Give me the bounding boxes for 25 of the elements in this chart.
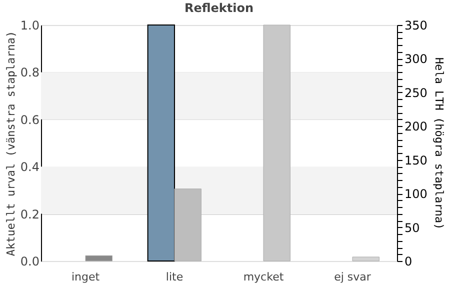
x-tick-label: lite	[166, 270, 184, 284]
y-tick-label: 1.0	[20, 18, 40, 32]
y2-tick-label: 300	[404, 52, 428, 66]
y2-tick-label: 250	[404, 86, 428, 100]
y2-tick-label: 100	[404, 187, 428, 202]
y-axis-title: Aktuellt urval (vänstra staplarna)	[4, 30, 18, 256]
y-tick-label: 0.8	[20, 66, 40, 80]
y2-axis-title: Hela LTH (högra staplarna)	[432, 57, 446, 230]
y2-tick-label: 150	[404, 153, 428, 168]
bar	[352, 256, 380, 262]
y-tick-label: 0.4	[20, 160, 40, 174]
chart-title: Reflektion	[184, 1, 254, 15]
x-tick-label: ej svar	[334, 270, 372, 284]
bar	[85, 255, 112, 262]
x-tick-label: inget	[71, 270, 100, 284]
y-tick-label: 0.6	[20, 112, 40, 127]
y2-tick-label: 0	[404, 254, 412, 268]
y2-tick-label: 350	[404, 18, 428, 32]
x-tick-label: mycket	[243, 270, 284, 284]
y2-tick-label: 200	[404, 120, 428, 134]
y-tick-label: 0.0	[20, 254, 40, 268]
bar	[263, 24, 290, 262]
y-tick-label: 0.2	[20, 207, 40, 222]
y2-tick-label: 50	[404, 220, 420, 235]
bar	[174, 188, 202, 262]
